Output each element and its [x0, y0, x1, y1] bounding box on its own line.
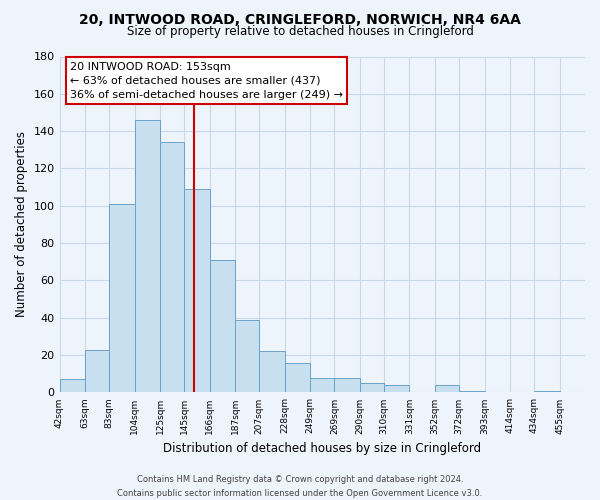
Text: 20, INTWOOD ROAD, CRINGLEFORD, NORWICH, NR4 6AA: 20, INTWOOD ROAD, CRINGLEFORD, NORWICH, … — [79, 12, 521, 26]
Bar — [259, 352, 285, 393]
Text: 20 INTWOOD ROAD: 153sqm
← 63% of detached houses are smaller (437)
36% of semi-d: 20 INTWOOD ROAD: 153sqm ← 63% of detache… — [70, 62, 343, 100]
Bar — [134, 120, 160, 392]
Bar — [534, 390, 560, 392]
Bar — [85, 350, 109, 393]
Text: Contains HM Land Registry data © Crown copyright and database right 2024.
Contai: Contains HM Land Registry data © Crown c… — [118, 476, 482, 498]
Bar — [435, 385, 459, 392]
Bar — [360, 383, 384, 392]
Bar — [384, 385, 409, 392]
Bar — [59, 380, 85, 392]
Bar — [184, 189, 209, 392]
Bar — [459, 390, 485, 392]
X-axis label: Distribution of detached houses by size in Cringleford: Distribution of detached houses by size … — [163, 442, 481, 455]
Bar — [109, 204, 134, 392]
Bar — [209, 260, 235, 392]
Text: Size of property relative to detached houses in Cringleford: Size of property relative to detached ho… — [127, 25, 473, 38]
Bar — [334, 378, 360, 392]
Bar — [310, 378, 334, 392]
Bar — [235, 320, 259, 392]
Y-axis label: Number of detached properties: Number of detached properties — [15, 132, 28, 318]
Bar — [285, 362, 310, 392]
Bar — [160, 142, 184, 392]
